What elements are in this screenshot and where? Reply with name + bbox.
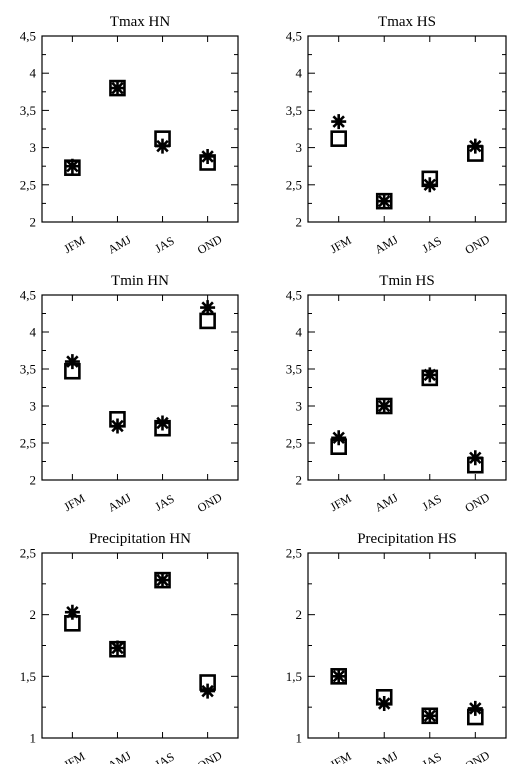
x-category-label: AMJ xyxy=(372,748,400,764)
chart-panel: Tmax HS 2 2,5 3 3,5 4 4,5 JFM AMJ JAS OND xyxy=(286,14,507,257)
y-tick-label: 2,5 xyxy=(286,177,302,192)
y-tick-label: 3,5 xyxy=(286,103,302,118)
y-tick-label: 1 xyxy=(30,731,37,746)
x-category-label: AMJ xyxy=(372,232,400,256)
x-category-label: JFM xyxy=(61,491,87,514)
y-tick-label: 3,5 xyxy=(20,362,36,377)
x-category-label: AMJ xyxy=(372,490,400,514)
asterisk-marker xyxy=(376,193,392,209)
y-tick-label: 2 xyxy=(296,607,303,622)
x-category-label: JAS xyxy=(420,491,444,513)
asterisk-marker xyxy=(467,700,483,716)
y-tick-label: 4,5 xyxy=(20,29,36,44)
asterisk-marker xyxy=(155,415,170,431)
chart-title: Precipitation HS xyxy=(357,531,457,547)
chart-title: Tmin HS xyxy=(379,273,434,289)
asterisk-marker xyxy=(200,300,216,316)
y-tick-label: 3,5 xyxy=(286,362,302,377)
x-category-label: JAS xyxy=(420,233,444,255)
asterisk-marker xyxy=(467,138,483,154)
x-category-label: OND xyxy=(195,490,225,515)
y-tick-label: 2,5 xyxy=(286,436,302,451)
asterisk-marker xyxy=(376,696,392,711)
chart-panel: Tmax HN 2 2,5 3 3,5 4 4,5 JFM AMJ JAS OND xyxy=(20,14,239,257)
y-tick-label: 4,5 xyxy=(20,288,36,303)
asterisk-marker xyxy=(422,177,438,193)
y-tick-label: 3 xyxy=(30,399,37,414)
x-category-label: AMJ xyxy=(106,490,134,514)
x-category-label: OND xyxy=(195,748,225,764)
y-tick-label: 2,5 xyxy=(20,546,36,561)
y-tick-label: 1,5 xyxy=(286,669,302,684)
x-category-label: JAS xyxy=(152,749,176,764)
asterisk-marker xyxy=(331,430,347,446)
y-tick-label: 2 xyxy=(296,215,303,230)
y-tick-label: 2,5 xyxy=(20,436,36,451)
x-category-label: AMJ xyxy=(106,748,134,764)
x-category-label: OND xyxy=(195,232,225,257)
y-tick-label: 4 xyxy=(296,66,303,81)
x-category-label: OND xyxy=(463,748,493,764)
asterisk-marker xyxy=(376,398,392,414)
asterisk-marker xyxy=(422,708,438,724)
plot-frame xyxy=(41,552,239,739)
asterisk-marker xyxy=(422,367,438,383)
x-category-label: JAS xyxy=(152,233,176,255)
chart-panel: Precipitation HN 1 1,5 2 2,5 JFM AMJ JAS OND xyxy=(20,531,239,764)
y-tick-label: 3,5 xyxy=(20,103,36,118)
asterisk-marker xyxy=(110,640,125,656)
x-category-label: JAS xyxy=(420,749,444,764)
x-category-label: JFM xyxy=(328,749,354,764)
y-tick-label: 2,5 xyxy=(286,546,302,561)
y-tick-label: 4,5 xyxy=(286,288,302,303)
chart-panel: Tmin HN 2 2,5 3 3,5 4 4,5 JFM AMJ JAS OND xyxy=(20,273,239,515)
x-category-label: JFM xyxy=(61,749,87,764)
y-tick-label: 2 xyxy=(296,473,303,488)
chart-title: Tmin HN xyxy=(111,273,169,289)
asterisk-marker xyxy=(110,418,125,434)
asterisk-marker xyxy=(110,80,125,96)
plot-frame xyxy=(41,294,239,481)
chart-panel: Precipitation HS 1 1,5 2 2,5 JFM AMJ JAS OND xyxy=(286,531,507,764)
y-tick-label: 2,5 xyxy=(20,177,36,192)
x-category-label: JFM xyxy=(328,233,354,256)
y-tick-label: 2 xyxy=(30,473,37,488)
y-tick-label: 3 xyxy=(30,140,37,155)
asterisk-marker xyxy=(155,138,170,154)
asterisk-marker xyxy=(467,450,483,466)
chart-panel: Tmin HS 2 2,5 3 3,5 4 4,5 JFM AMJ JAS OND xyxy=(286,273,507,515)
x-category-label: OND xyxy=(463,232,493,257)
asterisk-marker xyxy=(200,149,216,164)
y-tick-label: 4 xyxy=(30,66,37,81)
y-tick-label: 4,5 xyxy=(286,29,302,44)
y-tick-label: 2 xyxy=(30,607,37,622)
y-tick-label: 3 xyxy=(296,140,303,155)
chart-title: Tmax HS xyxy=(378,14,436,30)
square-marker xyxy=(330,130,347,147)
y-tick-label: 4 xyxy=(296,325,303,340)
x-category-label: JAS xyxy=(152,491,176,513)
chart-title: Tmax HN xyxy=(110,14,171,30)
x-category-label: OND xyxy=(463,490,493,515)
asterisk-marker xyxy=(331,114,347,130)
y-tick-label: 3 xyxy=(296,399,303,414)
chart-title: Precipitation HN xyxy=(89,531,191,547)
asterisk-marker xyxy=(331,668,347,684)
y-tick-label: 2 xyxy=(30,215,37,230)
plot-frame xyxy=(41,35,239,223)
x-category-label: JFM xyxy=(61,233,87,256)
asterisk-marker xyxy=(64,604,80,620)
y-tick-label: 1 xyxy=(296,731,303,746)
x-category-label: JFM xyxy=(328,491,354,514)
y-tick-label: 1,5 xyxy=(20,669,36,684)
y-tick-label: 4 xyxy=(30,325,37,340)
asterisk-marker xyxy=(64,158,80,174)
asterisk-marker xyxy=(64,354,80,370)
x-category-label: AMJ xyxy=(106,232,134,256)
asterisk-marker xyxy=(155,572,170,588)
square-marker xyxy=(199,312,216,330)
asterisk-marker xyxy=(200,683,216,699)
